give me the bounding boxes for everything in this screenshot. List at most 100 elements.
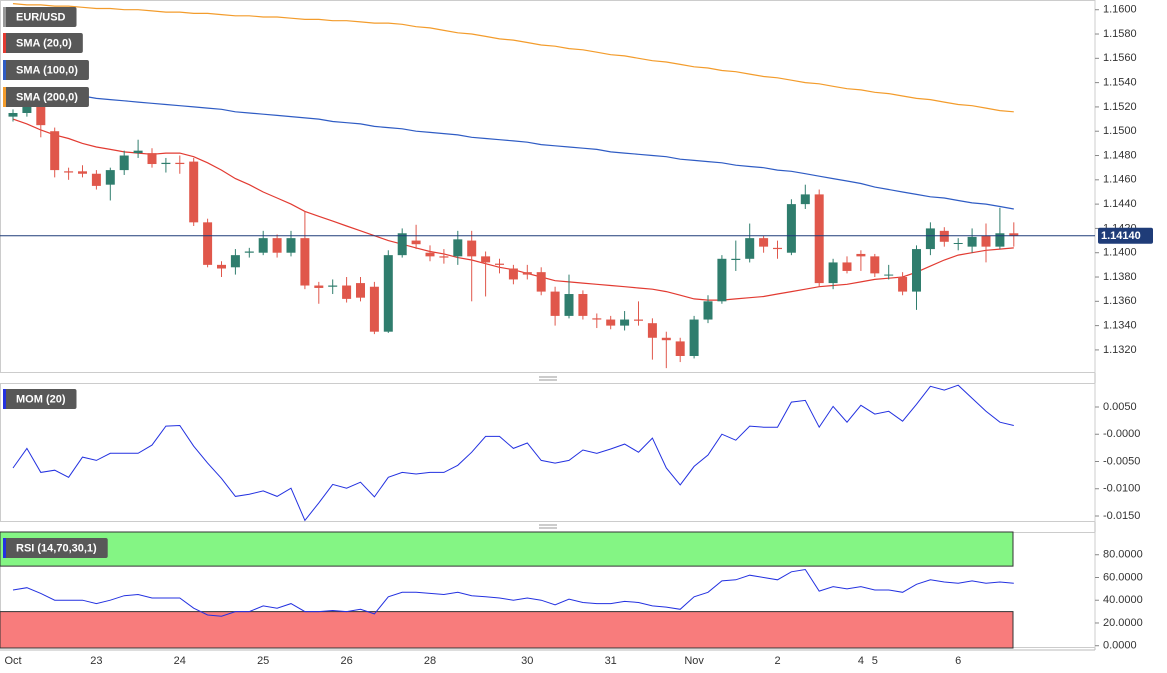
legend-label: RSI (14,70,30,1) xyxy=(16,542,97,554)
overbought-band xyxy=(0,531,1014,567)
x-tick-label: 2 xyxy=(774,655,780,667)
candle-body xyxy=(453,239,463,257)
legend-label: SMA (20,0) xyxy=(16,37,72,49)
candle-body xyxy=(481,256,491,263)
candle-body xyxy=(647,323,657,338)
candle-body xyxy=(300,238,310,286)
y-tick-label: 0.0000 xyxy=(1103,640,1137,652)
legend-box xyxy=(3,538,108,558)
candle-body xyxy=(522,272,532,275)
candle-body xyxy=(884,274,894,276)
x-tick-label: 5 xyxy=(872,655,878,667)
candle-body xyxy=(217,264,226,269)
candle-body xyxy=(717,258,727,302)
candle-body xyxy=(64,171,74,173)
legend-box xyxy=(3,87,89,107)
candle-body xyxy=(995,233,1005,247)
x-tick-label: 28 xyxy=(424,655,436,667)
candle-body xyxy=(50,131,60,171)
candle-body xyxy=(536,272,546,292)
candle-body xyxy=(203,222,213,265)
y-tick-label: 80.0000 xyxy=(1103,549,1143,561)
candle-body xyxy=(953,242,963,244)
y-tick-label: 1.1360 xyxy=(1103,295,1137,307)
candle-body xyxy=(939,230,949,242)
y-tick-label: 1.1580 xyxy=(1103,28,1137,40)
panel-border xyxy=(0,383,1096,522)
y-tick-label: 1.1400 xyxy=(1103,247,1137,259)
y-tick-label: 20.0000 xyxy=(1103,617,1143,629)
y-tick-label: 0.0050 xyxy=(1103,401,1137,413)
sma-line xyxy=(12,89,1014,210)
candle-body xyxy=(842,262,852,271)
candle-body xyxy=(870,256,880,274)
candle-body xyxy=(773,247,782,250)
indicator-line xyxy=(12,384,1014,522)
x-tick-label: Oct xyxy=(4,655,21,667)
candle-body xyxy=(661,337,671,341)
candle-body xyxy=(634,319,643,321)
x-tick-label: 24 xyxy=(174,655,186,667)
candle-body xyxy=(925,228,935,250)
last-price-box xyxy=(1098,227,1153,244)
y-tick-label: 1.1460 xyxy=(1103,174,1137,186)
y-tick-label: 1.1520 xyxy=(1103,101,1137,113)
candle-body xyxy=(495,263,504,265)
candle-body xyxy=(467,240,477,257)
y-tick-label: 1.1540 xyxy=(1103,77,1137,89)
y-tick-label: -0.0050 xyxy=(1103,455,1140,467)
candle-body xyxy=(898,277,908,292)
candle-body xyxy=(383,255,393,332)
panel-border xyxy=(0,0,1096,373)
candle-body xyxy=(425,252,435,257)
candle-body xyxy=(606,319,616,326)
x-tick-label: 23 xyxy=(90,655,102,667)
candle-body xyxy=(147,153,157,165)
candle-body xyxy=(967,236,977,247)
candle-body xyxy=(369,286,379,332)
candle-body xyxy=(578,294,588,316)
candle-body xyxy=(564,294,574,316)
candle-body xyxy=(91,173,101,186)
candle-body xyxy=(550,291,560,316)
last-price-label: 1.14140 xyxy=(1101,230,1141,242)
candle-body xyxy=(133,150,143,154)
candle-body xyxy=(814,194,824,284)
candle-body xyxy=(244,251,254,253)
y-tick-label: -0.0100 xyxy=(1103,483,1140,495)
candle-body xyxy=(759,238,769,247)
candle-body xyxy=(411,240,421,245)
candle-body xyxy=(912,249,921,292)
candle-body xyxy=(230,255,240,268)
candle-body xyxy=(397,233,407,256)
candle-body xyxy=(731,258,741,261)
candle-body xyxy=(189,161,199,223)
candle-body xyxy=(675,341,685,356)
candle-body xyxy=(800,194,810,205)
legend-label: SMA (100,0) xyxy=(16,64,78,76)
panel-grip xyxy=(539,376,557,529)
candle-body xyxy=(592,318,602,320)
y-tick-label: -0.0000 xyxy=(1103,428,1140,440)
x-tick-label: Nov xyxy=(684,655,704,667)
y-tick-label: -0.0150 xyxy=(1103,510,1140,522)
legend-swatch xyxy=(3,538,6,558)
y-tick-label: 1.1340 xyxy=(1103,320,1137,332)
candle-body xyxy=(828,262,838,284)
candle-body xyxy=(356,283,365,298)
x-tick-label: 25 xyxy=(257,655,269,667)
legend-label: MOM (20) xyxy=(16,393,66,405)
candle-body xyxy=(745,238,755,259)
candle-body xyxy=(36,94,46,126)
indicator-line xyxy=(12,568,1014,617)
y-tick-label: 1.1480 xyxy=(1103,149,1137,161)
candle-body xyxy=(78,171,87,174)
y-tick-label: 1.1600 xyxy=(1103,4,1137,16)
candle-body xyxy=(119,155,129,171)
legend-swatch xyxy=(3,60,6,80)
legend-box xyxy=(3,60,89,80)
sma-line xyxy=(12,3,1014,113)
candle-body xyxy=(105,170,115,185)
